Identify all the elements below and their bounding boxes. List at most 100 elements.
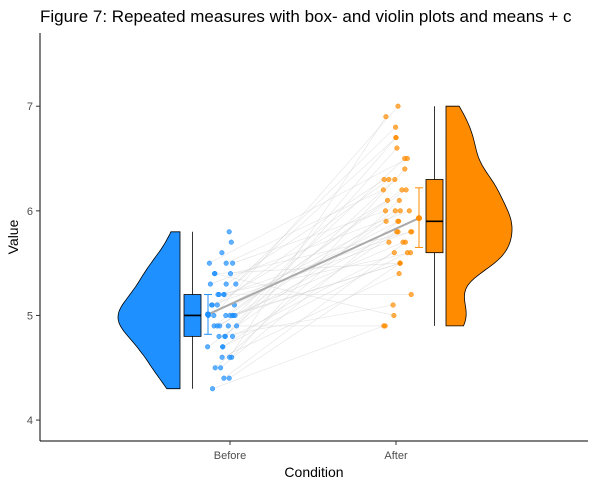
data-point bbox=[226, 375, 232, 381]
data-point bbox=[399, 187, 405, 193]
data-point bbox=[403, 187, 409, 193]
data-point bbox=[395, 218, 401, 224]
paired-line bbox=[210, 210, 410, 285]
paired-line bbox=[232, 210, 386, 264]
data-point bbox=[408, 229, 414, 235]
data-point bbox=[232, 312, 238, 319]
paired-line bbox=[236, 147, 398, 327]
data-point bbox=[383, 218, 389, 224]
data-point bbox=[209, 302, 215, 308]
data-point bbox=[233, 281, 239, 287]
paired-line bbox=[226, 179, 385, 285]
data-point bbox=[396, 271, 402, 277]
paired-line bbox=[229, 116, 387, 358]
data-point bbox=[400, 239, 406, 245]
data-point bbox=[404, 155, 410, 162]
data-point bbox=[393, 135, 399, 141]
data-points bbox=[205, 103, 415, 392]
data-point bbox=[234, 323, 240, 329]
paired-line bbox=[232, 241, 404, 316]
paired-lines bbox=[207, 106, 412, 389]
data-point bbox=[227, 271, 234, 277]
data-point bbox=[216, 291, 222, 298]
data-point bbox=[396, 197, 402, 203]
data-point bbox=[211, 323, 217, 329]
y-tick-label: 6 bbox=[27, 206, 33, 218]
x-tick-label-after: After bbox=[384, 450, 408, 462]
data-point bbox=[227, 354, 233, 360]
means bbox=[204, 187, 423, 335]
data-point bbox=[390, 302, 396, 308]
paired-line bbox=[219, 252, 411, 295]
paired-line bbox=[207, 210, 401, 348]
chart-title: Figure 7: Repeated measures with box- an… bbox=[40, 7, 572, 26]
data-point bbox=[221, 375, 227, 381]
violin-after bbox=[445, 105, 513, 327]
y-tick-label: 4 bbox=[27, 415, 33, 427]
paired-line bbox=[226, 189, 384, 264]
data-point bbox=[205, 344, 211, 350]
data-point bbox=[386, 176, 392, 183]
data-point bbox=[392, 176, 398, 183]
data-point bbox=[222, 333, 228, 339]
data-point bbox=[223, 312, 229, 319]
data-point bbox=[393, 124, 399, 130]
box-after bbox=[425, 179, 444, 254]
paired-line bbox=[235, 137, 397, 285]
boxplots bbox=[183, 106, 444, 389]
data-point bbox=[404, 250, 410, 256]
data-point bbox=[392, 208, 398, 214]
data-point bbox=[211, 312, 217, 319]
data-point bbox=[206, 260, 212, 266]
mean-point bbox=[416, 215, 422, 222]
data-point bbox=[395, 229, 401, 235]
data-point bbox=[219, 250, 225, 256]
data-point bbox=[209, 386, 216, 392]
violins bbox=[117, 105, 513, 390]
data-point bbox=[384, 197, 391, 203]
data-point bbox=[223, 260, 229, 266]
data-point bbox=[219, 354, 225, 360]
paired-line bbox=[221, 273, 400, 358]
data-point bbox=[227, 312, 233, 319]
data-point bbox=[226, 229, 232, 235]
violin-before bbox=[117, 231, 181, 390]
data-point bbox=[382, 208, 389, 214]
paired-line bbox=[222, 231, 399, 348]
data-point bbox=[217, 323, 223, 329]
data-point bbox=[397, 260, 403, 266]
data-point bbox=[218, 365, 224, 371]
y-tick-label: 5 bbox=[27, 310, 33, 322]
paired-line bbox=[222, 252, 408, 348]
data-point bbox=[221, 291, 227, 298]
mean-point bbox=[205, 311, 211, 318]
data-point bbox=[229, 333, 236, 339]
data-point bbox=[223, 281, 229, 287]
data-point bbox=[382, 323, 388, 329]
x-tick-label-before: Before bbox=[214, 450, 246, 462]
data-point bbox=[381, 176, 387, 183]
data-point bbox=[397, 208, 403, 214]
paired-line bbox=[209, 158, 408, 264]
data-point bbox=[394, 145, 400, 151]
data-point bbox=[383, 114, 389, 120]
data-point bbox=[207, 281, 213, 287]
data-point bbox=[395, 103, 401, 109]
data-point bbox=[220, 344, 226, 350]
paired-line bbox=[224, 179, 396, 337]
data-point bbox=[408, 291, 414, 298]
paired-line bbox=[212, 325, 384, 389]
data-point bbox=[380, 187, 386, 193]
paired-line bbox=[218, 304, 394, 337]
data-point bbox=[212, 365, 218, 371]
y-tick-label: 7 bbox=[27, 101, 33, 113]
paired-line bbox=[230, 231, 412, 274]
x-axis-label: Condition bbox=[284, 464, 343, 480]
y-axis-label: Value bbox=[5, 219, 21, 254]
paired-line bbox=[229, 262, 401, 316]
data-point bbox=[212, 271, 218, 277]
paired-line bbox=[224, 231, 411, 295]
data-point bbox=[214, 302, 220, 308]
data-point bbox=[391, 250, 397, 256]
